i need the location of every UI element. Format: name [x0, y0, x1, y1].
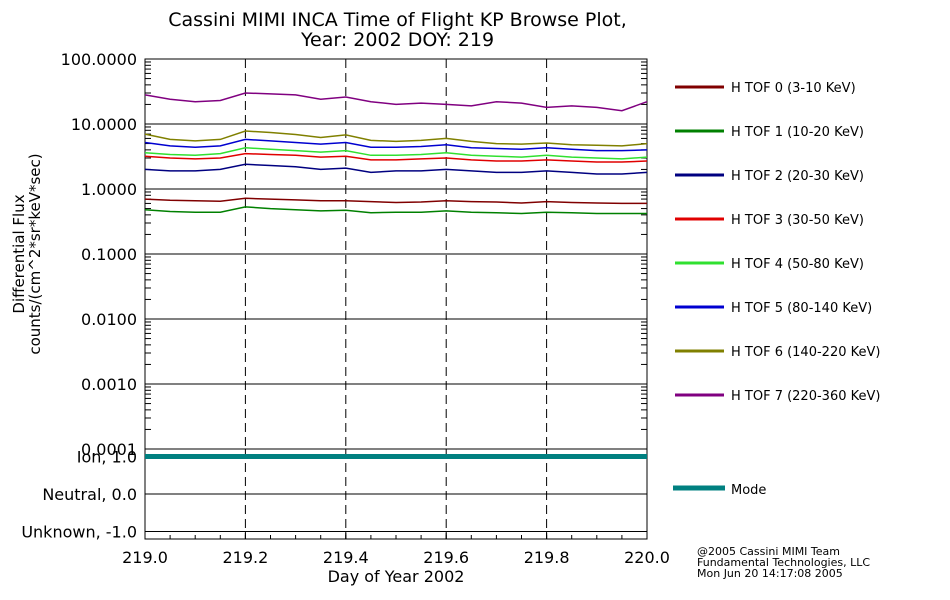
x-tick-label: 220.0 [624, 548, 670, 567]
legend-label-tof-5: H TOF 5 (80-140 KeV) [731, 301, 872, 316]
x-tick-label: 219.6 [423, 548, 469, 567]
legend-label-tof-0: H TOF 0 (3-10 KeV) [731, 81, 856, 96]
y-tick-label: 0.0100 [81, 310, 137, 329]
series-line-tof-0 [144, 197, 647, 205]
legend-label-mode: Mode [731, 483, 766, 498]
mode-tick-label: Unknown, -1.0 [21, 523, 137, 542]
y-tick-label: 0.1000 [81, 245, 137, 264]
legend-label-tof-1: H TOF 1 (10-20 KeV) [731, 125, 864, 140]
series-line-tof-2 [144, 163, 648, 175]
y-axis-title-line2: counts/(cm^2*sr*keV*sec) [26, 153, 44, 354]
chart-title-line1: Cassini MIMI INCA Time of Flight KP Brow… [168, 9, 627, 31]
legend-label-tof-3: H TOF 3 (30-50 KeV) [731, 213, 864, 228]
series-line-tof-6 [144, 130, 648, 147]
y-tick-label: 0.0010 [81, 375, 137, 394]
legend-label-tof-7: H TOF 7 (220-360 KeV) [731, 389, 880, 404]
footer-copyright: @2005 Cassini MIMI Team [697, 545, 840, 558]
x-tick-label: 219.4 [323, 548, 369, 567]
footer-timestamp: Mon Jun 20 14:17:08 2005 [697, 567, 843, 580]
mode-tick-label: Ion, 1.0 [77, 448, 137, 467]
series-line-tof-1 [144, 206, 647, 215]
y-tick-label: 0.0001 [81, 440, 137, 459]
x-axis-title: Day of Year 2002 [328, 567, 465, 586]
chart-title-line2: Year: 2002 DOY: 219 [300, 29, 495, 51]
legend-label-tof-6: H TOF 6 (140-220 KeV) [731, 345, 880, 360]
y-tick-label: 1.0000 [81, 180, 137, 199]
footer-organization: Fundamental Technologies, LLC [697, 556, 871, 569]
legend-label-tof-4: H TOF 4 (50-80 KeV) [731, 257, 864, 272]
y-tick-label: 10.0000 [71, 115, 137, 134]
series-line-tof-3 [144, 152, 648, 163]
x-tick-label: 219.2 [222, 548, 268, 567]
x-tick-label: 219.8 [524, 548, 570, 567]
mode-tick-label: Neutral, 0.0 [42, 485, 137, 504]
series-line-tof-5 [144, 138, 648, 152]
series-line-tof-4 [144, 147, 648, 160]
x-tick-label: 219.0 [122, 548, 168, 567]
y-tick-label: 100.0000 [61, 50, 137, 69]
legend-label-tof-2: H TOF 2 (20-30 KeV) [731, 169, 864, 184]
y-axis-title-line1: Differential Flux [10, 194, 28, 313]
series-line-tof-7 [144, 92, 648, 112]
